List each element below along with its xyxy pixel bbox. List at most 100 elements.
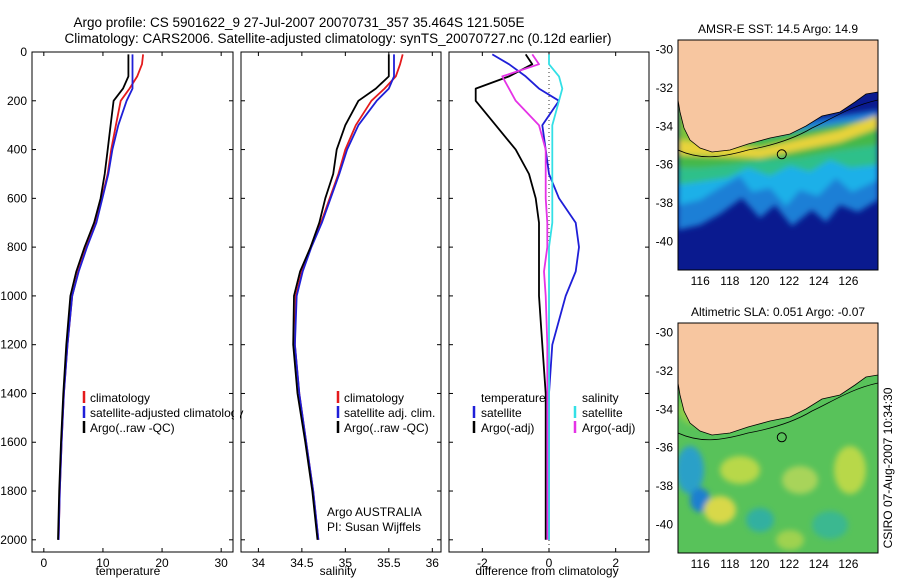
annotation-pi: PI: Susan Wijffels: [327, 520, 421, 534]
legend-label-argo: Argo(..raw -QC): [344, 421, 429, 435]
y-tick-label: 400: [7, 143, 27, 157]
legend-label-temp-satellite: satellite: [481, 406, 522, 420]
salinity-xlabel: salinity: [320, 564, 357, 578]
map-y-tick-label: -32: [656, 81, 674, 95]
sla-blob: [834, 446, 866, 494]
x-tick-label: 35: [339, 556, 353, 570]
series-line-temperature-satellite: [491, 53, 580, 540]
y-tick-label: 1200: [0, 338, 27, 352]
map-y-tick-label: -36: [656, 441, 674, 455]
legend-label-climatology: climatology: [90, 391, 150, 405]
legend-label-satellite: satellite-adjusted climatology: [90, 406, 243, 420]
legend-label-sal-argo: Argo(-adj): [582, 421, 635, 435]
sla-land: [678, 323, 878, 436]
sla-blob: [812, 511, 848, 539]
sla-depth-contour: [678, 382, 878, 441]
x-tick-label: 35.5: [377, 556, 401, 570]
header-line1: Argo profile: CS 5901622_9 27-Jul-2007 2…: [73, 15, 524, 30]
y-tick-label: 1400: [0, 386, 27, 400]
y-tick-label: 200: [7, 94, 27, 108]
map-y-tick-label: -32: [656, 364, 674, 378]
map-y-tick-label: -38: [656, 196, 674, 210]
series-line-argo-raw-qc: [292, 54, 390, 540]
salinity-legend: climatology satellite adj. clim. Argo(..…: [336, 391, 435, 435]
sla-map-frame: [677, 322, 879, 554]
map-x-tick-label: 122: [779, 557, 799, 571]
salinity-axes: [240, 51, 442, 553]
sst-map: [678, 40, 878, 270]
map-y-tick-label: -38: [656, 479, 674, 493]
map-x-tick-label: 116: [691, 557, 710, 571]
x-tick-label: 0: [546, 556, 553, 570]
sla-map: [678, 323, 878, 553]
map-y-tick-label: -36: [656, 158, 674, 172]
map-y-tick-label: -34: [656, 402, 674, 416]
x-tick-label: 36: [426, 556, 440, 570]
sla-blob: [746, 508, 774, 532]
temperature-xlabel: temperature: [96, 564, 161, 578]
sst-depth-contour: [678, 99, 878, 158]
map-y-tick-label: -30: [656, 326, 674, 340]
sla-blob: [720, 456, 760, 484]
map-y-tick-label: -30: [656, 43, 674, 57]
sst-land: [678, 40, 878, 153]
map-x-tick-label: 118: [720, 557, 739, 571]
x-tick-label: 0: [40, 556, 47, 570]
difference-xlabel: difference from climatology: [475, 564, 618, 578]
annotation-institution: Argo AUSTRALIA: [327, 505, 422, 519]
x-tick-label: 30: [214, 556, 228, 570]
map-x-tick-label: 120: [749, 274, 769, 288]
y-tick-label: 1000: [0, 289, 27, 303]
series-line-satellite-adj-clim: [293, 54, 395, 540]
series-line-temperature-argo-adj: [474, 53, 547, 540]
x-tick-label: 34: [252, 556, 266, 570]
temperature-axes: [31, 51, 234, 553]
map-x-tick-label: 126: [838, 274, 858, 288]
map-x-tick-label: 118: [720, 274, 739, 288]
legend-label-sal-satellite: satellite: [582, 406, 623, 420]
sst-map-frame: [677, 39, 879, 271]
map-y-tick-label: -40: [656, 517, 674, 531]
map-x-tick-label: 126: [838, 557, 858, 571]
series-line-argo-raw-qc: [57, 54, 130, 540]
argo-location-marker: [776, 149, 787, 160]
difference-legend: temperature satellite Argo(-adj) salinit…: [472, 391, 635, 435]
y-tick-label: 0: [20, 45, 27, 59]
sla-blob: [782, 466, 818, 494]
x-tick-label: 34.5: [290, 556, 314, 570]
legend-overflow-mask: [234, 405, 240, 421]
y-tick-label: 800: [7, 240, 27, 254]
map-x-tick-label: 124: [809, 274, 829, 288]
map-x-tick-label: 120: [749, 557, 769, 571]
footer-timestamp: CSIRO 07-Aug-2007 10:34:30: [881, 387, 895, 548]
argo-location-marker: [776, 432, 787, 443]
map-x-tick-label: 124: [809, 557, 829, 571]
legend-label-temp-argo: Argo(-adj): [481, 421, 534, 435]
sla-blob: [776, 530, 804, 550]
x-tick-label: 2: [612, 556, 619, 570]
series-line-salinity-argo-adj: [501, 53, 549, 540]
y-tick-label: 600: [7, 191, 27, 205]
map-x-tick-label: 122: [779, 274, 799, 288]
x-tick-label: 20: [155, 556, 169, 570]
legend-group-temperature: temperature: [481, 391, 546, 405]
map-y-tick-label: -34: [656, 119, 674, 133]
sla-blob: [678, 446, 704, 494]
header-line2: Climatology: CARS2006. Satellite-adjuste…: [64, 31, 611, 46]
sla-blob: [704, 496, 736, 524]
legend-label-satellite: satellite adj. clim.: [344, 406, 435, 420]
temperature-legend: climatology satellite-adjusted climatolo…: [82, 391, 243, 435]
series-line-salinity-satellite: [548, 54, 564, 540]
map-y-tick-label: -40: [656, 234, 674, 248]
series-line-climatology: [293, 54, 404, 540]
y-tick-label: 1800: [0, 484, 27, 498]
y-tick-label: 2000: [0, 533, 27, 547]
sla-map-title: Altimetric SLA: 0.051 Argo: -0.07: [691, 305, 865, 319]
legend-label-argo: Argo(..raw -QC): [90, 421, 175, 435]
legend-group-salinity: salinity: [582, 391, 619, 405]
x-tick-label: -2: [477, 556, 488, 570]
x-tick-label: 10: [96, 556, 110, 570]
sst-map-title: AMSR-E SST: 14.5 Argo: 14.9: [698, 22, 858, 36]
legend-label-climatology: climatology: [344, 391, 404, 405]
